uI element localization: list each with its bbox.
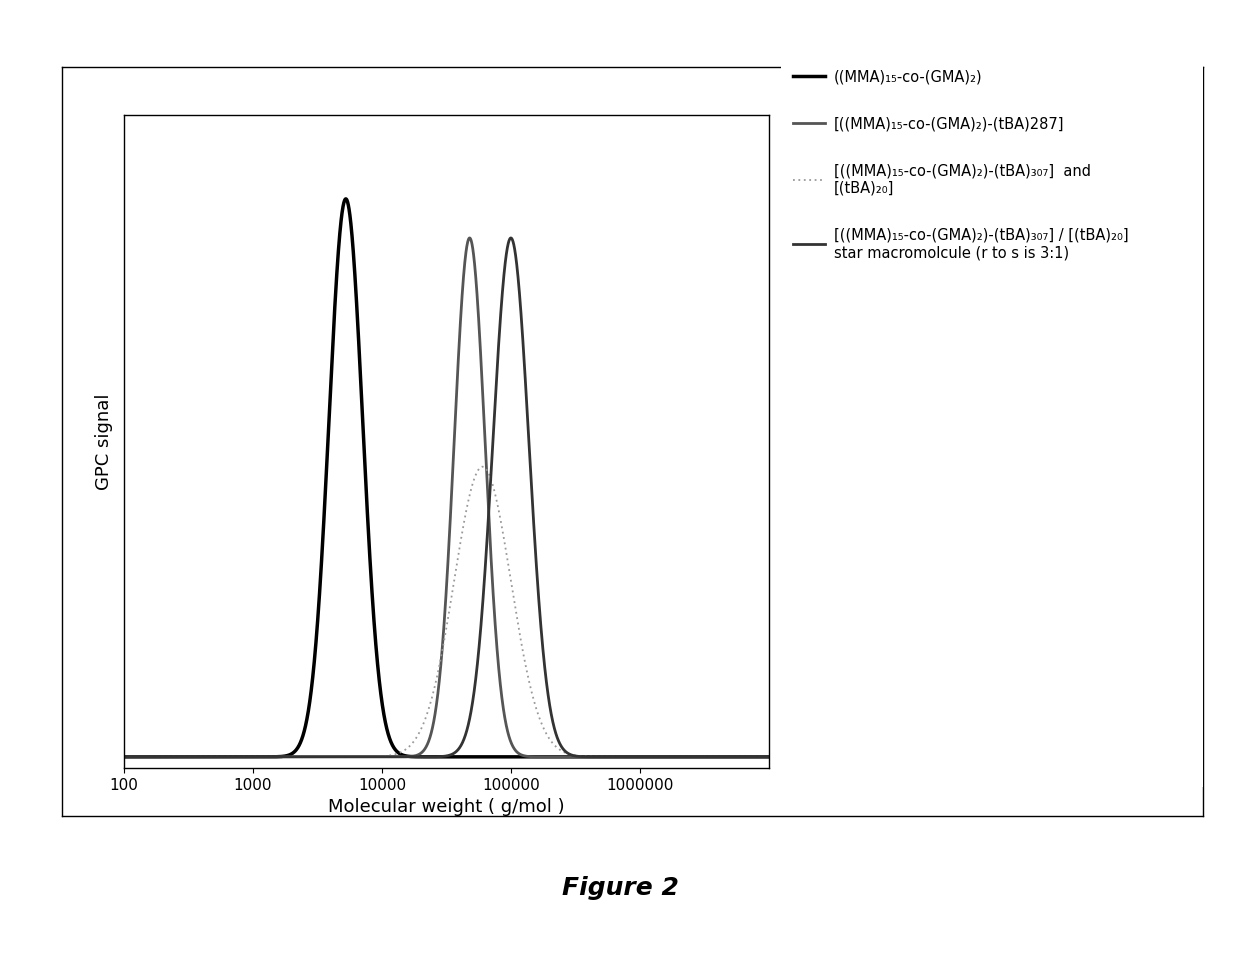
Text: Figure 2: Figure 2: [562, 876, 678, 900]
Legend: ((MMA)₁₅-co-(GMA)₂), [((MMA)₁₅-co-(GMA)₂)-(tBA)287], [((MMA)₁₅-co-(GMA)₂)-(tBA)₃: ((MMA)₁₅-co-(GMA)₂), [((MMA)₁₅-co-(GMA)₂…: [789, 65, 1132, 265]
Y-axis label: GPC signal: GPC signal: [95, 394, 113, 490]
X-axis label: Molecular weight ( g/mol ): Molecular weight ( g/mol ): [329, 799, 564, 816]
